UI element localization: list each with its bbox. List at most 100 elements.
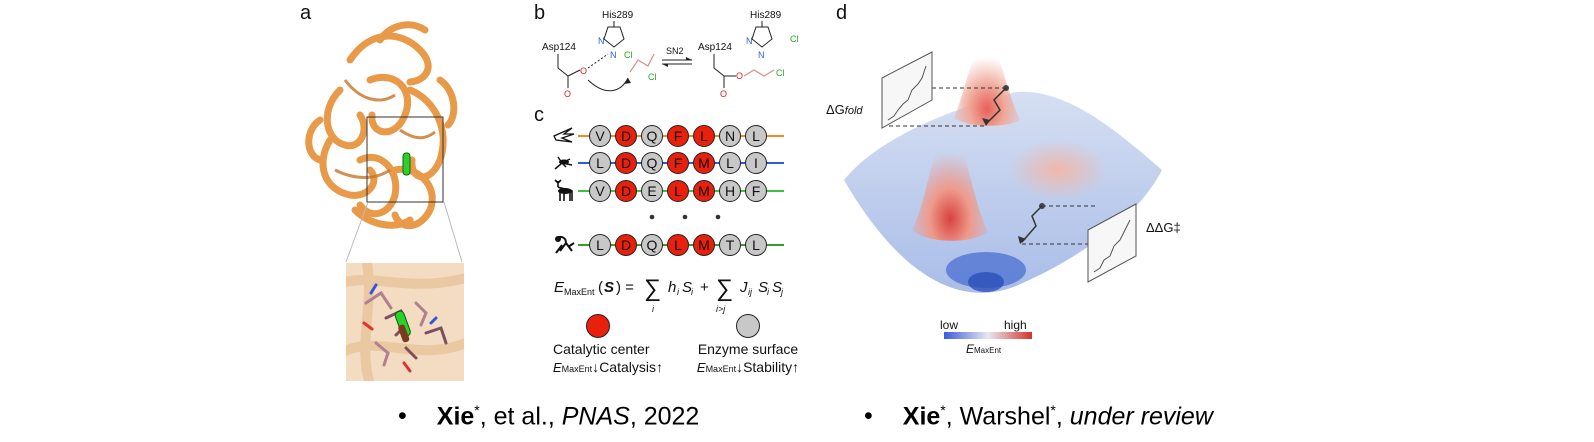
- svg-text:S: S: [758, 279, 768, 296]
- citation-2-star: *: [940, 402, 946, 418]
- residue-L: L: [745, 125, 767, 147]
- residue-L: L: [719, 152, 741, 174]
- emax-sub-1: MaxEnt: [561, 364, 593, 374]
- cl-atom-left-2: Cl: [648, 72, 657, 82]
- colorbar-title: EMaxEnt: [966, 342, 1001, 356]
- residue-D: D: [615, 234, 637, 256]
- zoom-lines: [345, 201, 463, 263]
- panel-b-letter: b: [534, 2, 546, 24]
- reaction-scheme: His289 N N Asp124 O O Cl Cl SN2 His289 N…: [542, 10, 799, 99]
- citation-1-author: Xie: [436, 402, 475, 431]
- asp-label-left: Asp124: [542, 42, 576, 53]
- dg-fold-symbol: ΔG: [826, 102, 845, 117]
- ddg-label: ΔΔG‡: [1146, 220, 1181, 235]
- svg-text:E: E: [554, 279, 565, 296]
- residue-F: F: [745, 180, 767, 202]
- n-atom-left-2: N: [610, 50, 617, 60]
- residue-D: D: [615, 125, 637, 147]
- mosquito-silhouette-icon: [554, 156, 573, 170]
- svg-text:i: i: [691, 287, 694, 297]
- residue-F: F: [667, 152, 689, 174]
- legend-surface-label: Enzyme surface: [697, 341, 799, 357]
- residue-Q: Q: [641, 152, 663, 174]
- residue-Q: Q: [641, 125, 663, 147]
- residue-Q: Q: [641, 234, 663, 256]
- colorbar-e: E: [966, 342, 975, 356]
- residue-N: N: [719, 125, 741, 147]
- maxent-equation: E MaxEnt ( S ) = ∑ i h i S i + ∑ i>j J i…: [554, 275, 784, 314]
- svg-text:∑: ∑: [716, 275, 733, 302]
- residue-M: M: [693, 180, 715, 202]
- legend-catalytic-label: Catalytic center: [553, 341, 650, 357]
- asp-label-right: Asp124: [698, 42, 732, 53]
- svg-text:S: S: [682, 279, 692, 296]
- residue-L: L: [589, 152, 611, 174]
- svg-text:MaxEnt: MaxEnt: [564, 287, 595, 297]
- citation-1-rest: , et al.,: [479, 402, 562, 431]
- n-atom-left-1: N: [598, 36, 605, 46]
- svg-text:J: J: [739, 279, 748, 296]
- cl-ion: Cl: [790, 34, 799, 44]
- colorbar-high-label: high: [1004, 318, 1027, 332]
- citation-2-rest: , Warshel: [945, 402, 1051, 431]
- n-atom-right-2: N: [758, 50, 765, 60]
- panel-d-letter: d: [836, 2, 848, 24]
- his-label-right: His289: [750, 10, 782, 21]
- colorbar-sub: MaxEnt: [974, 346, 1002, 355]
- residue-T: T: [719, 234, 741, 256]
- residue-V: V: [589, 125, 611, 147]
- active-site-zoom-image: [346, 263, 464, 381]
- catalysis-tail: ↓Catalysis↑: [592, 359, 663, 375]
- monkey-silhouette-icon: [555, 235, 575, 254]
- svg-text:+: +: [700, 279, 709, 296]
- o-atom-right-2: O: [720, 89, 727, 99]
- citation-1-year: , 2022: [629, 402, 700, 431]
- svg-text:i: i: [677, 287, 680, 297]
- svg-text:S: S: [604, 279, 614, 296]
- o-atom-left-2: O: [564, 89, 571, 99]
- energy-landscape: [844, 40, 1162, 339]
- citation-2-bullet: •: [864, 402, 873, 431]
- n-atom-right-1: N: [746, 36, 753, 46]
- emax-sub-2: MaxEnt: [705, 364, 737, 374]
- svg-text:i: i: [652, 304, 655, 314]
- colorbar-low-label: low: [940, 318, 959, 332]
- ellipsis-dots: [649, 214, 721, 220]
- bird-silhouette-icon: [553, 127, 575, 143]
- residue-D: D: [615, 180, 637, 202]
- panel-c-letter: c: [534, 104, 544, 126]
- emax-e-2: E: [696, 360, 706, 375]
- residue-L: L: [693, 125, 715, 147]
- cl-atom-right: Cl: [776, 68, 785, 78]
- svg-text:(: (: [598, 279, 603, 296]
- citation-1-journal: PNAS: [561, 402, 630, 431]
- stability-tail: ↓Stability↑: [736, 359, 800, 375]
- svg-text:j: j: [780, 287, 784, 297]
- residue-L: L: [667, 234, 689, 256]
- svg-text:h: h: [668, 279, 676, 296]
- citation-2-star2: *: [1050, 402, 1056, 418]
- svg-text:S: S: [772, 279, 782, 296]
- legend-catalytic-swatch: [586, 314, 610, 338]
- svg-text:i: i: [767, 287, 770, 297]
- residue-L: L: [589, 234, 611, 256]
- dg-fold-sub: fold: [844, 105, 863, 117]
- legend-catalysis-note: EMaxEnt↓Catalysis↑: [553, 359, 663, 375]
- residue-M: M: [693, 234, 715, 256]
- citation-review: • Xie*, Warshel*, under review: [864, 402, 1213, 431]
- residue-M: M: [693, 152, 715, 174]
- his-label-left: His289: [602, 10, 634, 21]
- residue-I: I: [745, 152, 767, 174]
- svg-text:) =: ) =: [616, 279, 634, 296]
- legend-stability-note: EMaxEnt↓Stability↑: [692, 359, 804, 375]
- residue-V: V: [589, 180, 611, 202]
- protein-structure-image: [305, 21, 458, 230]
- o-atom-right-1: O: [736, 71, 743, 81]
- residue-L: L: [667, 180, 689, 202]
